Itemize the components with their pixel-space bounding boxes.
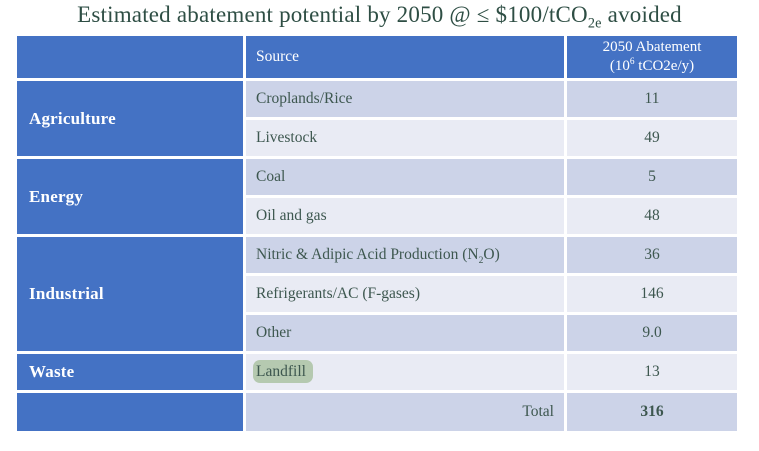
header-category-cell	[17, 36, 243, 78]
value-cell: 9.0	[567, 315, 737, 351]
value-cell: 11	[567, 81, 737, 117]
header-abatement-line1: 2050 Abatement	[602, 39, 702, 56]
source-cell: Refrigerants/AC (F-gases)	[246, 276, 564, 312]
header-abatement-cell: 2050 Abatement (106 tCO2e/y)	[567, 36, 737, 78]
source-cell: Coal	[246, 159, 564, 195]
subscript-2: 2	[478, 255, 484, 267]
row-croplands-rice: Agriculture Croplands/Rice 11	[17, 81, 737, 156]
source-cell: Nitric & Adipic Acid Production (N2O)	[246, 237, 564, 273]
row-oil-and-gas: Oil and gas 48	[17, 198, 737, 234]
row-landfill: Waste Landfill 13	[17, 354, 737, 390]
slide-title: Estimated abatement potential by 2050 @ …	[0, 2, 759, 31]
row-coal: Energy Coal 5	[17, 159, 737, 234]
category-cell-agriculture: Agriculture	[17, 81, 243, 156]
row-other: Other 9.0	[17, 315, 737, 351]
superscript-6: 6	[629, 57, 635, 67]
source-cell: Oil and gas	[246, 198, 564, 234]
header-source-cell: Source	[246, 36, 564, 78]
source-cell: Livestock	[246, 120, 564, 156]
title-text: Estimated abatement potential by 2050 @ …	[77, 2, 588, 27]
value-cell: 5	[567, 159, 737, 195]
abatement-table: Source 2050 Abatement (106 tCO2e/y) Agri…	[14, 33, 740, 434]
source-cell: Croplands/Rice	[246, 81, 564, 117]
category-cell-empty	[17, 393, 243, 431]
category-cell-industrial: Industrial	[17, 237, 243, 351]
row-total: Total 316	[17, 393, 737, 431]
header-row: Source 2050 Abatement (106 tCO2e/y)	[17, 36, 737, 78]
category-cell-energy: Energy	[17, 159, 243, 234]
row-refrigerants: Refrigerants/AC (F-gases) 146	[17, 276, 737, 312]
source-cell: Other	[246, 315, 564, 351]
title-suffix: avoided	[601, 2, 682, 27]
value-cell: 48	[567, 198, 737, 234]
row-livestock: Livestock 49	[17, 120, 737, 156]
total-value-cell: 316	[567, 393, 737, 431]
title-subscript: 2e	[587, 15, 602, 32]
value-cell: 36	[567, 237, 737, 273]
total-label-cell: Total	[246, 393, 564, 431]
value-cell: 146	[567, 276, 737, 312]
header-abatement-line2: (106 tCO2e/y)	[609, 57, 695, 74]
landfill-highlight: Landfill	[253, 360, 313, 383]
row-nitric-adipic: Industrial Nitric & Adipic Acid Producti…	[17, 237, 737, 351]
value-cell: 13	[567, 354, 737, 390]
category-cell-waste: Waste	[17, 354, 243, 390]
source-cell: Landfill	[246, 354, 564, 390]
value-cell: 49	[567, 120, 737, 156]
